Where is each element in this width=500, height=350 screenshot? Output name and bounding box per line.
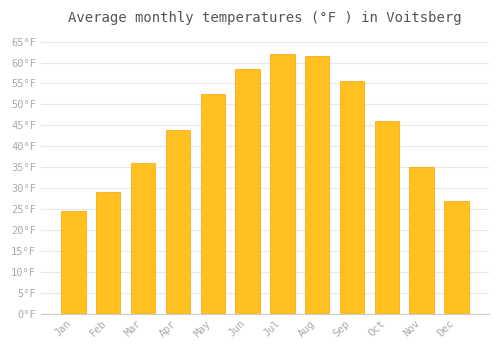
Bar — [236, 69, 260, 314]
Bar — [131, 163, 156, 314]
Bar — [410, 167, 434, 314]
Bar — [305, 56, 330, 314]
Bar — [62, 211, 86, 314]
Bar — [374, 121, 399, 314]
Title: Average monthly temperatures (°F ) in Voitsberg: Average monthly temperatures (°F ) in Vo… — [68, 11, 462, 25]
Bar — [166, 130, 190, 314]
Bar — [270, 54, 294, 314]
Bar — [340, 81, 364, 314]
Bar — [444, 201, 468, 314]
Bar — [96, 192, 120, 314]
Bar — [200, 94, 225, 314]
